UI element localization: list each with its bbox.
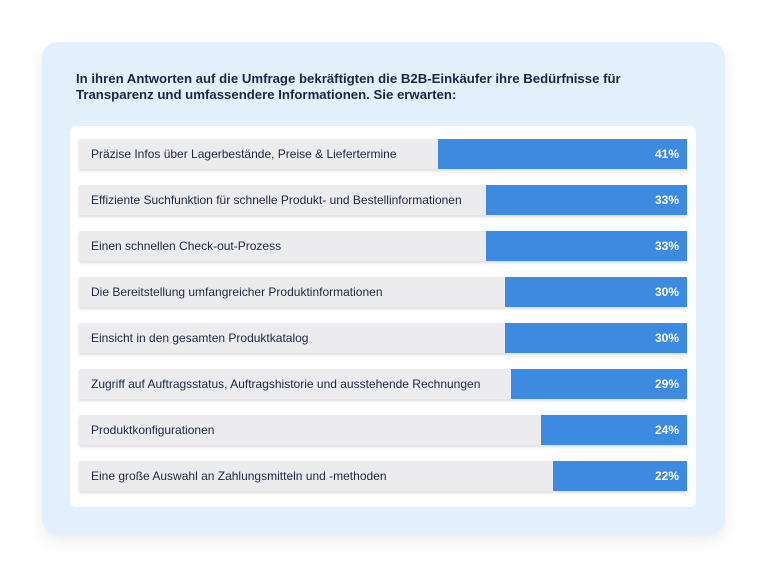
- bar-label: Einen schnellen Check-out-Prozess: [91, 239, 282, 253]
- bar: 30%: [505, 323, 687, 353]
- bar-label: Präzise Infos über Lagerbestände, Preise…: [91, 147, 397, 161]
- bar-label: Produktkonfigurationen: [91, 423, 215, 437]
- bar-label: Die Bereitstellung umfangreicher Produkt…: [91, 285, 383, 299]
- bar-value-label: 24%: [654, 423, 679, 437]
- bar-label: Eine große Auswahl an Zahlungsmitteln un…: [91, 469, 387, 483]
- chart-title: In ihren Antworten auf die Umfrage bekrä…: [76, 71, 621, 102]
- bar-row: 29% Zugriff auf Auftragsstatus, Auftragsh…: [79, 369, 687, 399]
- bar: 30%: [505, 277, 687, 307]
- bar-row: 33% Einen schnellen Check-out-Prozess: [79, 231, 687, 261]
- bar-row: 24% Produktkonfigurationen: [79, 415, 687, 445]
- bar: 33%: [486, 185, 687, 215]
- bar-value-label: 29%: [654, 377, 679, 391]
- bar-value-label: 33%: [654, 193, 679, 207]
- bar-value-label: 30%: [654, 285, 679, 299]
- bar: 24%: [541, 415, 687, 445]
- bar: 29%: [511, 369, 687, 399]
- bar: 22%: [553, 461, 687, 491]
- bar-label: Einsicht in den gesamten Produktkatalog: [91, 331, 309, 345]
- bar-row: 41% Präzise Infos über Lagerbestände, Pre…: [79, 139, 687, 169]
- bar-label: Effiziente Suchfunktion für schnelle Pro…: [91, 193, 462, 207]
- bar-value-label: 33%: [654, 239, 679, 253]
- chart-panel: 41% Präzise Infos über Lagerbestände, Pre…: [70, 126, 696, 507]
- survey-card: In ihren Antworten auf die Umfrage bekrä…: [42, 42, 725, 534]
- bar-label: Zugriff auf Auftragsstatus, Auftragshist…: [91, 377, 481, 391]
- bar-row: 22% Eine große Auswahl an Zahlungsmitteln…: [79, 461, 687, 491]
- bar-value-label: 30%: [654, 331, 679, 345]
- bar: 41%: [438, 139, 687, 169]
- bar: 33%: [486, 231, 687, 261]
- bar-value-label: 41%: [654, 147, 679, 161]
- bar-value-label: 22%: [654, 469, 679, 483]
- bar-row: 33% Effiziente Suchfunktion für schnelle …: [79, 185, 687, 215]
- bar-row: 30% Einsicht in den gesamten Produktkatal…: [79, 323, 687, 353]
- bar-row: 30% Die Bereitstellung umfangreicher Prod…: [79, 277, 687, 307]
